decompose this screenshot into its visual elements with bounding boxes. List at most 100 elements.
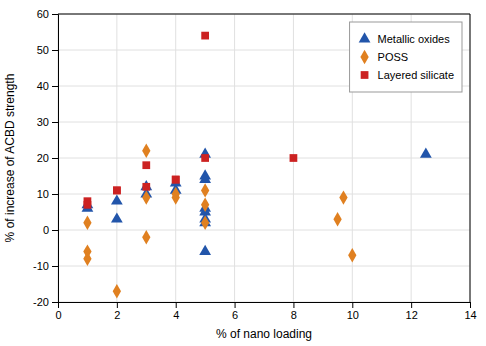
frame <box>470 14 471 302</box>
tick-label: 30 <box>37 116 49 128</box>
point <box>201 32 209 40</box>
tick-mark <box>52 266 58 267</box>
point <box>333 212 341 226</box>
grid-line <box>58 158 470 159</box>
tick-label: 60 <box>37 8 49 20</box>
tick-label: -10 <box>33 260 49 272</box>
tick: 10 <box>37 188 58 200</box>
y-axis: -20 -10 0 10 20 30 40 50 60 <box>33 8 58 308</box>
point <box>201 216 209 230</box>
tick-mark <box>235 302 236 308</box>
tick-mark <box>117 302 118 308</box>
point <box>142 230 150 244</box>
series <box>82 148 432 255</box>
point <box>339 190 347 204</box>
series <box>83 144 356 299</box>
tick: 30 <box>37 116 58 128</box>
tick-label: 8 <box>291 309 297 321</box>
x-axis-title: % of nano loading <box>216 327 312 341</box>
point <box>83 216 91 230</box>
tick: 20 <box>37 152 58 164</box>
tick: 12 <box>406 302 418 321</box>
point <box>201 154 209 162</box>
tick-label: 14 <box>464 309 476 321</box>
point <box>142 183 150 191</box>
point <box>142 144 150 158</box>
tick-mark <box>52 194 58 195</box>
tick: 14 <box>464 302 476 321</box>
chart: 0 2 4 6 8 10 12 14 -20 -10 0 10 20 30 40 50 60 Metallic o… <box>0 0 486 346</box>
point <box>199 173 211 183</box>
tick-mark <box>52 230 58 231</box>
point <box>113 284 121 298</box>
plot: 0 2 4 6 8 10 12 14 -20 -10 0 10 20 30 40 50 60 Metallic o… <box>33 8 477 321</box>
tick-mark <box>52 158 58 159</box>
point <box>201 198 209 212</box>
tick: 10 <box>347 302 359 321</box>
y-axis-title: % of increase of ACBD strength <box>3 74 17 243</box>
grid-line <box>58 230 470 231</box>
legend-box <box>350 22 462 92</box>
tick-mark <box>352 302 353 308</box>
legend-symbol <box>359 32 371 42</box>
tick: -10 <box>33 260 58 272</box>
tick-label: 12 <box>406 309 418 321</box>
frame <box>58 14 470 15</box>
tick: 0 <box>43 224 58 236</box>
tick-mark <box>411 302 412 308</box>
point <box>113 187 121 195</box>
tick-label: 6 <box>232 309 238 321</box>
grid-line <box>58 14 470 15</box>
tick-label: 50 <box>37 44 49 56</box>
grid <box>58 14 470 302</box>
point <box>82 198 94 208</box>
point <box>290 154 298 162</box>
series <box>84 32 298 209</box>
tick-label: 10 <box>37 188 49 200</box>
tick: 60 <box>37 8 58 20</box>
tick-label: 10 <box>347 309 359 321</box>
legend-label: Metallic oxides <box>378 33 451 45</box>
tick-label: 40 <box>37 80 49 92</box>
grid-line <box>58 266 470 267</box>
tick: -20 <box>33 296 58 308</box>
tick: 0 <box>55 302 61 321</box>
tick-mark <box>52 122 58 123</box>
point <box>111 212 123 222</box>
tick-mark <box>176 302 177 308</box>
tick-label: 0 <box>55 309 61 321</box>
point <box>172 176 180 184</box>
point <box>199 245 211 255</box>
legend-symbol <box>360 50 368 64</box>
x-axis: 0 2 4 6 8 10 12 14 <box>55 302 476 321</box>
point <box>142 161 150 169</box>
legend-symbol <box>361 71 369 79</box>
point <box>201 183 209 197</box>
point <box>420 148 432 158</box>
tick-label: 0 <box>43 224 49 236</box>
tick: 4 <box>173 302 179 321</box>
tick: 6 <box>232 302 238 321</box>
legend-label: Layered silicate <box>378 69 454 81</box>
axis-domain <box>52 15 59 303</box>
point <box>83 252 91 266</box>
legend-label: POSS <box>378 51 409 63</box>
tick-label: 4 <box>173 309 179 321</box>
point <box>113 187 121 195</box>
tick-mark <box>293 302 294 308</box>
point <box>348 248 356 262</box>
point <box>140 180 152 190</box>
tick-mark <box>470 302 471 308</box>
tick-label: 20 <box>37 152 49 164</box>
point <box>172 187 180 201</box>
grid-line <box>470 14 471 302</box>
tick-label: -20 <box>33 296 49 308</box>
tick-label: 2 <box>114 309 120 321</box>
point <box>172 176 180 184</box>
point <box>142 190 150 204</box>
tick-mark <box>52 86 58 87</box>
point <box>170 176 182 186</box>
tick: 2 <box>114 302 120 321</box>
axis-domain <box>59 303 471 309</box>
tick-mark <box>52 302 58 303</box>
